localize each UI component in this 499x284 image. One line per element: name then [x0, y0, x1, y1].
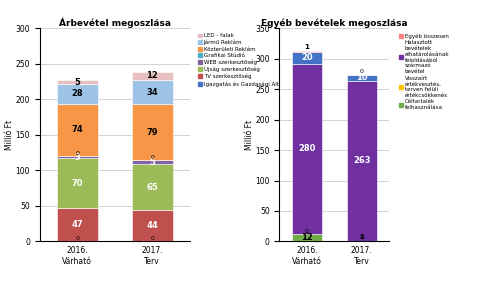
Text: 3: 3 [74, 153, 80, 162]
Text: 1: 1 [359, 233, 364, 240]
Text: 0: 0 [150, 236, 154, 241]
Bar [132, 104, 173, 160]
Text: 44: 44 [146, 221, 158, 230]
Text: 0: 0 [360, 235, 364, 241]
Title: Egyéb bevételek megoszlása: Egyéb bevételek megoszlása [261, 18, 408, 28]
Text: 263: 263 [353, 156, 371, 165]
Bar [57, 158, 98, 208]
Text: 20: 20 [301, 53, 313, 62]
Text: 5: 5 [74, 78, 80, 87]
Bar [57, 104, 98, 156]
Bar [132, 80, 173, 105]
Bar [132, 164, 173, 210]
Bar [292, 234, 322, 241]
Bar [292, 51, 322, 64]
Y-axis label: Millió Ft: Millió Ft [5, 120, 14, 150]
Text: 70: 70 [71, 179, 83, 188]
Text: 0: 0 [305, 229, 309, 234]
Text: 0: 0 [75, 151, 79, 156]
Bar [347, 81, 377, 241]
Text: 79: 79 [146, 128, 158, 137]
Y-axis label: Millió Ft: Millió Ft [245, 120, 253, 150]
Legend: LED - falak, Jármű Reklám, Közterületi Reklám, Grafikai Stúdió, WEB szerkesztősé: LED - falak, Jármű Reklám, Közterületi R… [196, 31, 299, 89]
Text: 74: 74 [71, 126, 83, 134]
Text: 0: 0 [75, 236, 79, 241]
Bar [132, 210, 173, 241]
Text: 280: 280 [298, 144, 315, 153]
Text: 0: 0 [150, 155, 154, 160]
Bar [132, 72, 173, 80]
Text: 12: 12 [146, 72, 158, 80]
Bar [132, 160, 173, 164]
Text: 65: 65 [146, 183, 158, 192]
Text: 47: 47 [71, 220, 83, 229]
Bar [292, 64, 322, 234]
Legend: Egyéb összesen, Halasztott
bevételek
elhatárolásának
feloldásából
származó
bevét: Egyéb összesen, Halasztott bevételek elh… [396, 31, 452, 112]
Title: Árbevétel megoszlása: Árbevétel megoszlása [59, 17, 171, 28]
Bar [57, 80, 98, 84]
Bar [347, 75, 377, 81]
Bar [57, 156, 98, 158]
Bar [57, 208, 98, 241]
Text: 0: 0 [360, 69, 364, 74]
Text: 28: 28 [71, 89, 83, 98]
Text: 12: 12 [301, 233, 313, 242]
Text: 5: 5 [149, 158, 155, 167]
Text: 34: 34 [146, 88, 158, 97]
Bar [57, 84, 98, 104]
Text: 10: 10 [356, 73, 368, 82]
Text: 1: 1 [304, 44, 309, 50]
